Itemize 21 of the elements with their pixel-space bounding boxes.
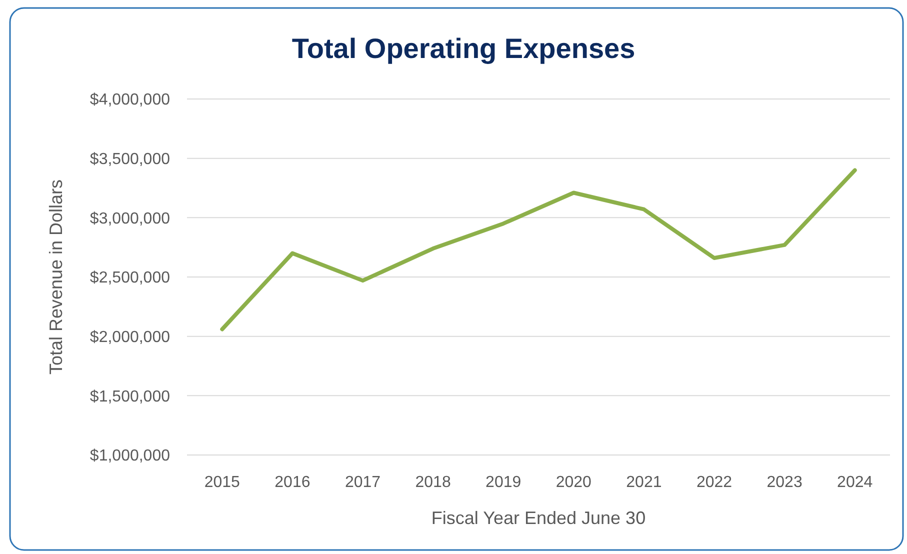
- x-tick-label: 2016: [274, 474, 310, 491]
- y-tick-label: $3,500,000: [90, 150, 170, 168]
- x-tick-label: 2024: [837, 474, 873, 491]
- y-axis-title: Total Revenue in Dollars: [46, 179, 66, 375]
- x-tick-label: 2015: [204, 474, 240, 491]
- chart-title: Total Operating Expenses: [292, 33, 636, 64]
- x-axis-title: Fiscal Year Ended June 30: [431, 508, 646, 528]
- x-tick-label: 2023: [766, 474, 802, 491]
- y-tick-label: $4,000,000: [90, 92, 170, 109]
- x-tick-label: 2017: [344, 474, 381, 491]
- y-tick-label: $2,500,000: [90, 270, 170, 287]
- y-tick-label: $1,000,000: [90, 448, 170, 465]
- x-tick-label: 2021: [626, 474, 662, 491]
- x-tick-label: 2020: [556, 474, 592, 491]
- x-tick-label: 2019: [486, 474, 522, 491]
- x-tick-label: 2018: [415, 474, 451, 491]
- y-tick-label: $3,000,000: [90, 210, 170, 228]
- x-tick-label: 2022: [696, 474, 732, 491]
- y-tick-label: $1,500,000: [90, 388, 170, 406]
- line-series: [220, 168, 857, 332]
- y-tick-label: $2,000,000: [90, 328, 170, 346]
